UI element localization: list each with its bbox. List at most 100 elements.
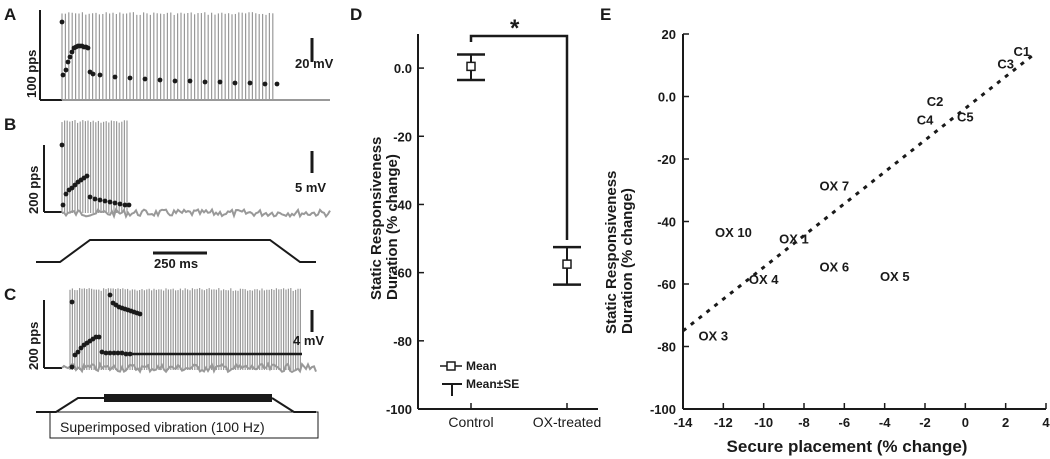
panel-b-rate-dot [112,200,118,206]
panel-c-rate-scale-label: 200 pps [26,322,41,370]
panel-c-rate-dot [107,350,113,356]
panel-b-baseline-noise [61,207,331,220]
panel-b-rate-dot [72,182,78,188]
panel-e-y-tick-label: -80 [657,340,676,355]
panel-a-letter: A [4,5,16,24]
panel-b-rate-scale-label: 200 pps [26,166,41,214]
panel-e-x-tick-label: 0 [962,415,969,430]
mean-marker [562,259,572,269]
panel-a-rate-dot [127,75,133,81]
vibration-label-box [49,411,319,439]
legend-se-label: Mean±SE [466,377,519,391]
panel-e: E Static Responsiveness Duration (% chan… [600,5,1050,456]
panel-e-y-tick-label: -60 [657,277,676,292]
scatter-point-label: OX 1 [779,231,809,246]
panel-c-noise-line [61,361,317,374]
panel-a-rate-dot [262,81,268,87]
panel-e-x-tick-label: 2 [1002,415,1009,430]
panel-e-x-tick-label: -4 [879,415,891,430]
panel-c-rate-dot-upper [69,299,75,305]
panel-a-rate-dot [97,72,103,78]
panel-c-rate-dot [72,352,78,358]
significance-bracket [469,34,569,240]
panel-a: A 100 pps 20 mV [4,5,334,101]
scatter-point-label: OX 4 [749,272,779,287]
scatter-point-label: OX 6 [819,260,849,275]
panel-e-x-tick-label: 4 [1042,415,1050,430]
panel-b-rate-dot [92,196,98,202]
panel-d-y-tick-label: -80 [393,334,412,349]
panel-c-rate-dot [115,350,121,356]
panel-c-rate-dot [103,350,109,356]
panel-d-x-tick-label: Control [448,414,493,430]
significance-star: * [510,15,520,42]
panel-b-rate-dots [59,142,132,208]
panel-c-rate-dot [78,345,84,351]
panel-a-rate-dot [63,67,69,73]
panel-b-noise-line [61,207,331,220]
panel-b-rate-dot [63,191,69,197]
legend-mean-square [446,361,456,371]
ramp-hold-stimulus-trace [36,239,316,263]
panel-e-letter: E [600,5,611,24]
panel-c-rate-dot-upper [107,292,113,298]
panel-a-rate-dot [202,79,208,85]
panel-d-y-tick-label: -100 [386,402,412,417]
panel-c: C 200 pps 4 mV Superimposed vibration (1… [4,285,324,439]
panel-a-rate-dot [85,45,91,51]
panel-b-rate-dot [117,201,123,207]
panel-c-letter: C [4,285,16,304]
panel-b-letter: B [4,115,16,134]
panel-b-rate-dot [102,198,108,204]
panel-a-rate-dot [217,79,223,85]
vibration-block [104,394,272,402]
panel-e-x-tick-label: -2 [919,415,931,430]
panel-b-voltage-scale-label: 5 mV [295,180,326,195]
panel-c-spike-train [69,288,301,370]
panel-d-y-tick-label: -40 [393,197,412,212]
panel-b-rate-dot [122,202,128,208]
panel-a-rate-dot [142,76,148,82]
panel-e-axes: -100-80-60-40-200.020-14 -12 -10 -8 -6 -4 -2 0 2… [650,27,1050,430]
panel-a-rate-dot [232,80,238,86]
panel-a-rate-dot [112,74,118,80]
panel-b-rate-dot [60,202,66,208]
panel-c-rate-dot [69,364,75,370]
panel-b-rate-dot [87,194,93,200]
panel-d: D Static Responsiveness Duration (% chan… [350,5,601,430]
panel-c-baseline-noise [61,361,317,374]
vibration-ramp-up [36,397,104,413]
panel-b-rate-dot [59,142,65,148]
panel-e-y-tick-label: -40 [657,215,676,230]
scatter-point-label: C5 [957,110,974,125]
panel-d-y-axis-label-line2: Duration (% change) [384,154,401,300]
panel-a-rate-dot [172,78,178,84]
panel-c-rate-dot [96,334,102,340]
scatter-point-label: OX 3 [698,328,728,343]
panel-e-x-tick-label: -10 [754,415,773,430]
panel-d-x-tick-label: OX-treated [533,414,601,430]
mean-marker [466,61,476,72]
panel-c-rate-dot [99,349,105,355]
panel-c-rate-dot [127,351,133,357]
panel-e-x-tick-label: -14 [674,415,694,430]
panel-b: B 200 pps 5 mV 250 ms [4,115,331,271]
panel-e-x-tick-label: -8 [798,415,810,430]
panel-c-rate-dot [119,350,125,356]
panel-d-legend: Mean Mean±SE [440,359,519,396]
panel-a-rate-dot [59,19,65,25]
panel-c-rate-dot [111,350,117,356]
panel-e-y-tick-label: -20 [657,152,676,167]
panel-e-x-axis-label: Secure placement (% change) [727,437,968,456]
panel-b-rate-dot [69,185,75,191]
panel-a-rate-dot [247,80,253,86]
panel-c-rate-dot [75,349,81,355]
panel-c-voltage-scale-label: 4 mV [293,333,324,348]
panel-b-rate-dot [126,202,132,208]
panel-a-rate-dot [187,78,193,84]
panel-d-y-tick-label: 0.0 [394,61,412,76]
panel-a-rate-dot [90,71,96,77]
scatter-point-label: C1 [1013,44,1030,59]
